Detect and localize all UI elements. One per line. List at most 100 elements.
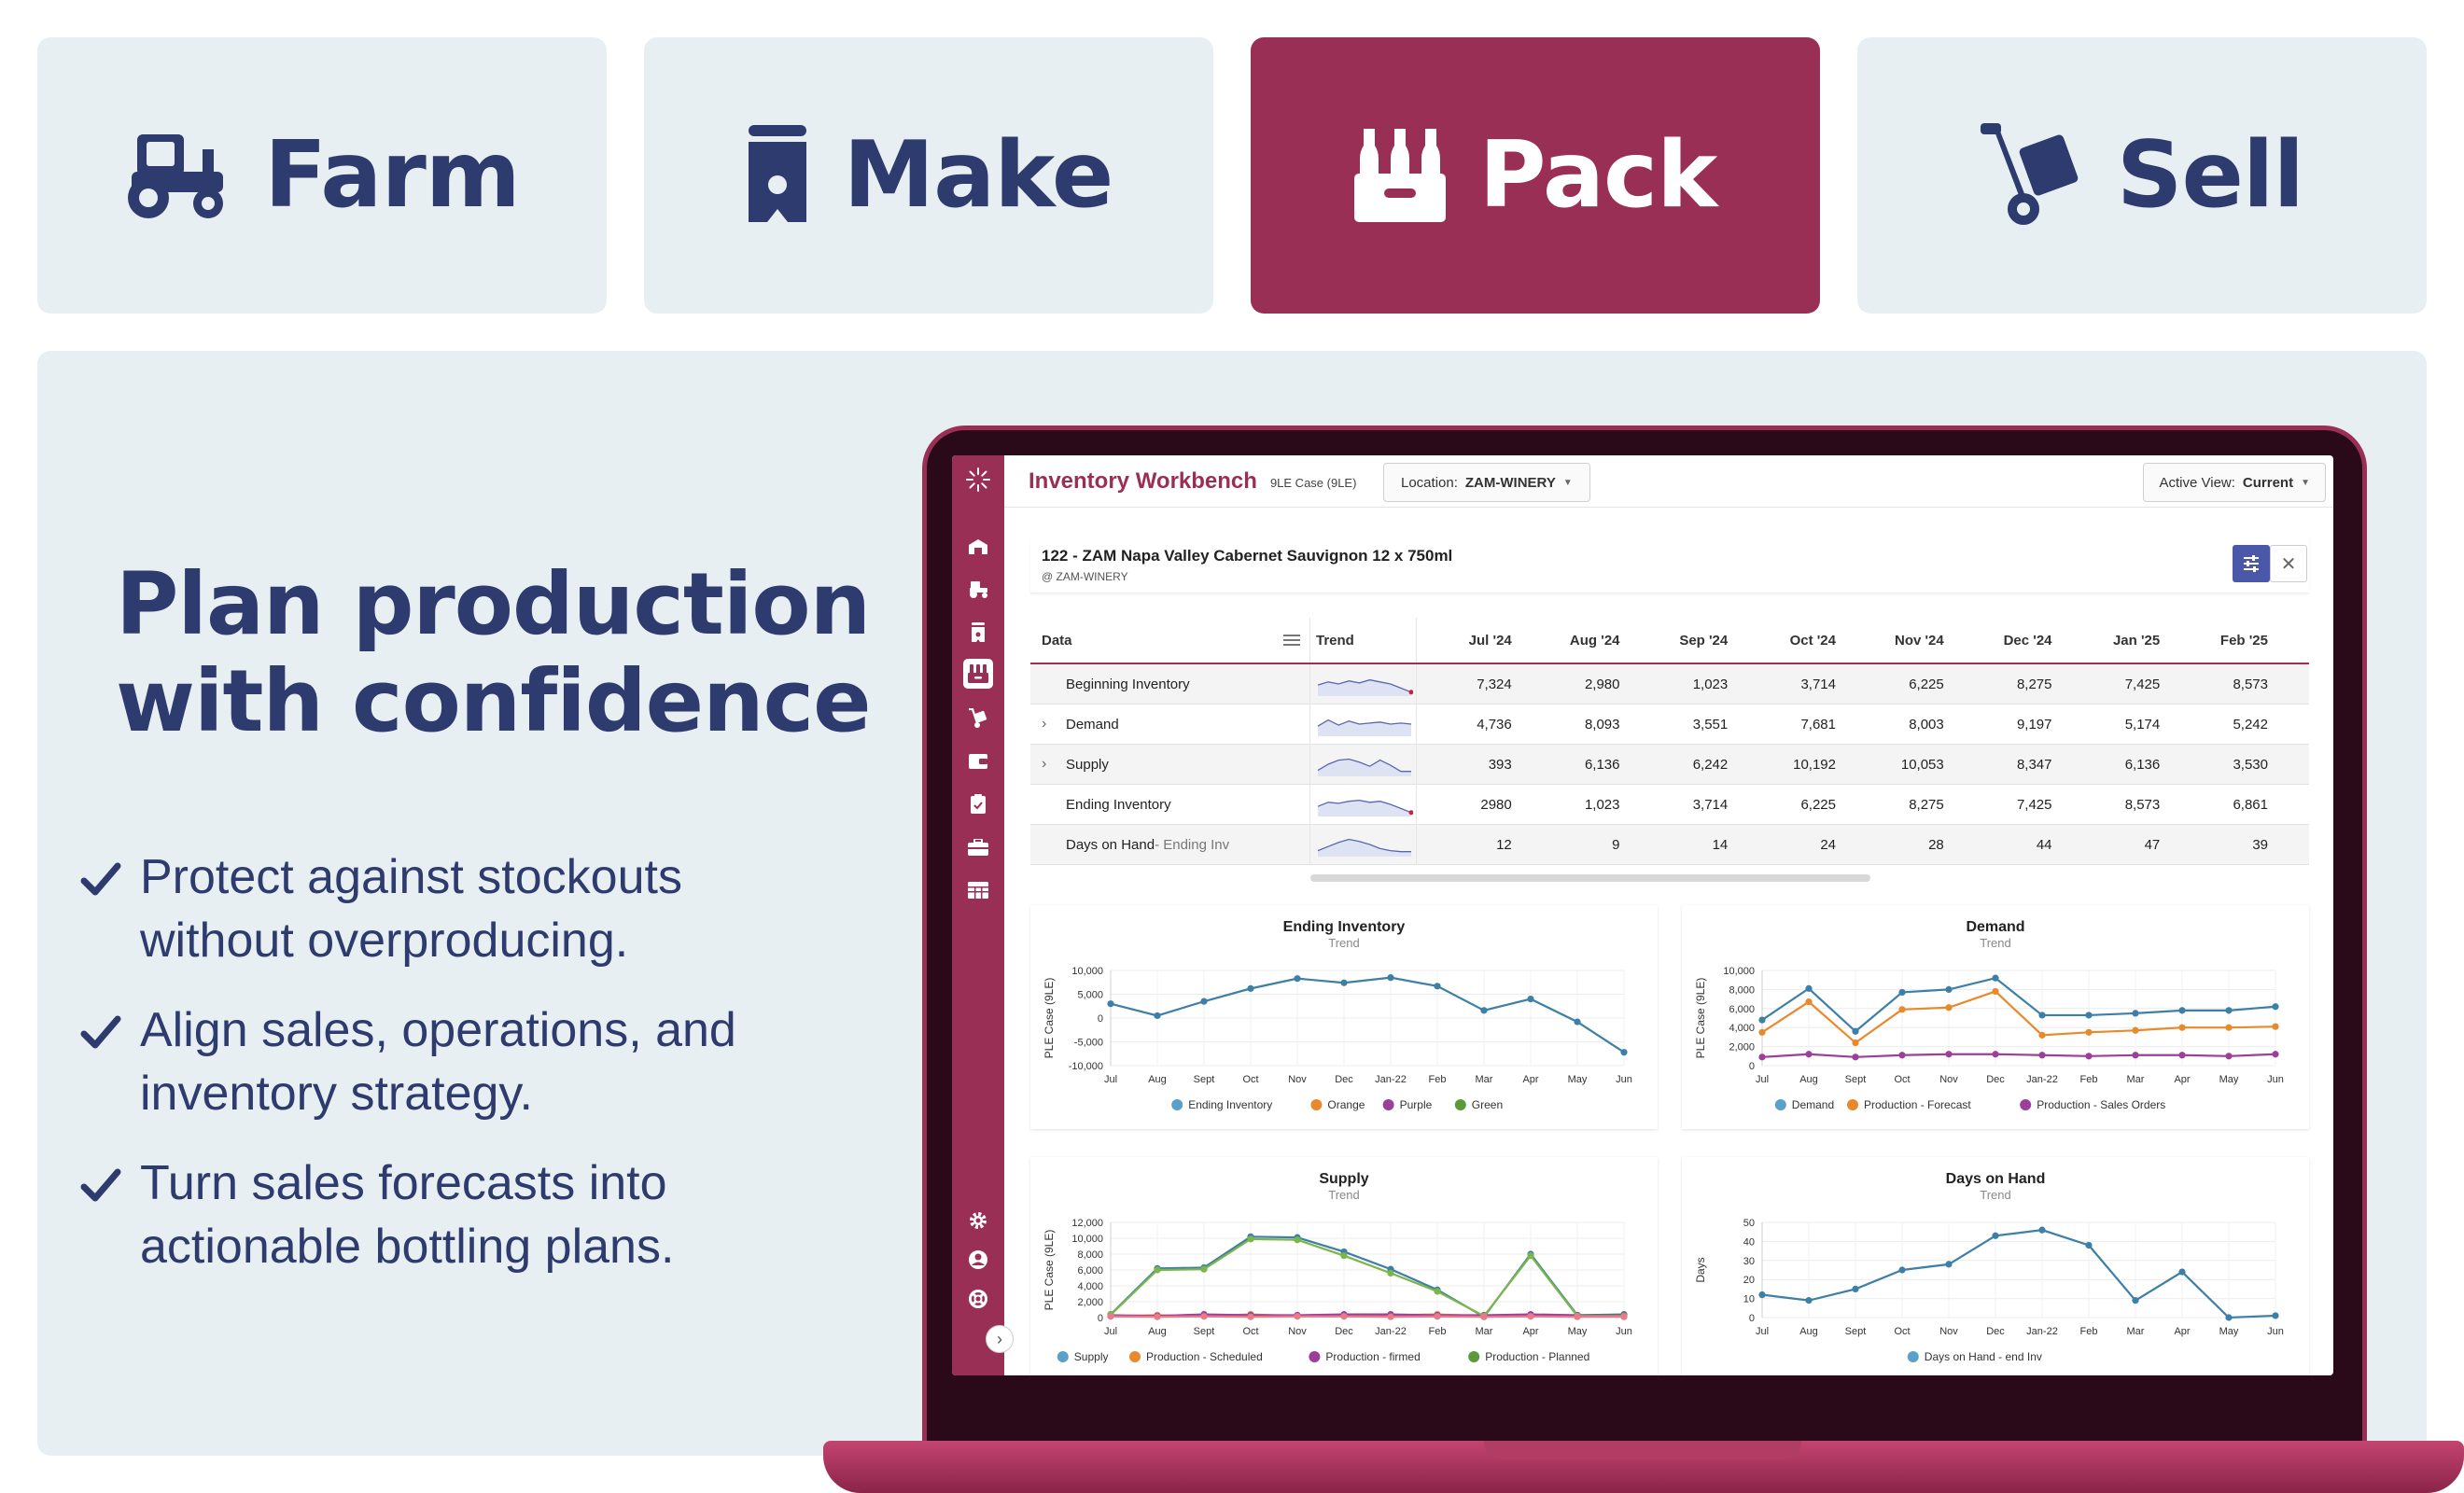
- data-point[interactable]: [1852, 1285, 1859, 1292]
- legend-label[interactable]: Production - Planned: [1485, 1350, 1589, 1363]
- legend-label[interactable]: Ending Inventory: [1188, 1098, 1272, 1111]
- data-point[interactable]: [1434, 1313, 1441, 1320]
- data-point[interactable]: [1200, 998, 1208, 1005]
- data-point[interactable]: [1247, 1235, 1254, 1243]
- data-point[interactable]: [1898, 1006, 1906, 1013]
- data-point[interactable]: [2178, 1024, 2186, 1031]
- value-cell[interactable]: 44: [2036, 836, 2052, 853]
- value-cell[interactable]: 3,530: [2233, 756, 2268, 773]
- data-point[interactable]: [1294, 1236, 1301, 1244]
- data-point[interactable]: [2085, 1012, 2093, 1019]
- data-point[interactable]: [2178, 1007, 2186, 1014]
- value-cell[interactable]: 14: [1712, 836, 1729, 853]
- value-cell[interactable]: 1,023: [1584, 796, 1620, 813]
- expand-chevron-icon[interactable]: ›: [1042, 716, 1047, 732]
- data-point[interactable]: [2038, 1226, 2046, 1234]
- location-select[interactable]: Location: ZAM-WINERY ▼: [1383, 463, 1590, 502]
- value-cell[interactable]: 8,275: [1909, 796, 1944, 813]
- legend-swatch[interactable]: [2020, 1099, 2032, 1110]
- value-cell[interactable]: 8,275: [2016, 676, 2052, 692]
- data-point[interactable]: [2272, 1051, 2279, 1058]
- winery-icon[interactable]: [963, 532, 993, 562]
- legend-label[interactable]: Purple: [1400, 1098, 1433, 1111]
- column-header-trend[interactable]: Trend: [1310, 618, 1417, 663]
- legend-label[interactable]: Production - Forecast: [1864, 1098, 1971, 1111]
- menu-icon[interactable]: [1283, 634, 1300, 647]
- data-point[interactable]: [1758, 1016, 1766, 1024]
- value-cell[interactable]: 3,714: [1800, 676, 1836, 692]
- value-cell[interactable]: 12: [1496, 836, 1512, 853]
- value-cell[interactable]: 39: [2252, 836, 2268, 853]
- value-cell[interactable]: 9,197: [2016, 716, 2052, 733]
- data-point[interactable]: [1945, 1004, 1953, 1012]
- value-cell[interactable]: 3,714: [1692, 796, 1729, 813]
- tab-farm[interactable]: Farm: [37, 37, 607, 314]
- close-button[interactable]: ✕: [2270, 545, 2307, 582]
- legend-label[interactable]: Days on Hand - end Inv: [1925, 1350, 2042, 1363]
- table-row[interactable]: Beginning Inventory 7,324 2,980 1,023 3,714 6…: [1030, 664, 2309, 705]
- data-point[interactable]: [1387, 1269, 1394, 1277]
- table-icon[interactable]: [963, 875, 993, 905]
- data-point[interactable]: [1527, 1252, 1534, 1260]
- data-point[interactable]: [1434, 1288, 1441, 1295]
- data-point[interactable]: [2272, 1023, 2279, 1030]
- value-cell[interactable]: 8,347: [2016, 756, 2052, 773]
- data-point[interactable]: [2038, 1052, 2046, 1059]
- value-cell[interactable]: 7,681: [1800, 716, 1836, 733]
- value-cell[interactable]: 10,192: [1793, 756, 1836, 773]
- data-point[interactable]: [2085, 1028, 2093, 1036]
- column-header-data[interactable]: Data: [1030, 618, 1310, 663]
- value-cell[interactable]: 7,425: [2016, 796, 2052, 813]
- gear-icon[interactable]: [963, 1206, 993, 1235]
- data-point[interactable]: [2132, 1010, 2139, 1017]
- data-point[interactable]: [1898, 1266, 1906, 1274]
- data-point[interactable]: [2225, 1314, 2233, 1321]
- value-cell[interactable]: 24: [1820, 836, 1836, 853]
- expand-chevron-icon[interactable]: ›: [1042, 756, 1047, 772]
- legend-label[interactable]: Supply: [1074, 1350, 1109, 1363]
- bottles-crate-icon[interactable]: [963, 659, 993, 689]
- data-point[interactable]: [1480, 1313, 1488, 1320]
- data-point[interactable]: [1945, 1051, 1953, 1058]
- data-point[interactable]: [1758, 1028, 1766, 1036]
- data-point[interactable]: [1852, 1053, 1859, 1061]
- data-point[interactable]: [1107, 1313, 1114, 1320]
- data-point[interactable]: [1247, 1313, 1254, 1320]
- data-point[interactable]: [1574, 1313, 1581, 1320]
- hand-truck-icon[interactable]: [963, 704, 993, 733]
- legend-swatch[interactable]: [1774, 1099, 1786, 1110]
- value-cell[interactable]: 6,225: [1800, 796, 1836, 813]
- column-header-month[interactable]: Dec '24: [2003, 632, 2052, 649]
- column-header-month[interactable]: Aug '24: [1569, 632, 1620, 649]
- legend-label[interactable]: Production - Scheduled: [1146, 1350, 1263, 1363]
- legend-swatch[interactable]: [1057, 1351, 1069, 1362]
- data-point[interactable]: [1387, 1313, 1394, 1320]
- legend-label[interactable]: Green: [1472, 1098, 1503, 1111]
- lifebuoy-icon[interactable]: [963, 1284, 993, 1314]
- data-point[interactable]: [1200, 1313, 1208, 1320]
- legend-label[interactable]: Demand: [1792, 1098, 1834, 1111]
- toolbox-icon[interactable]: [963, 832, 993, 862]
- value-cell[interactable]: 28: [1928, 836, 1944, 853]
- data-point[interactable]: [1852, 1039, 1859, 1047]
- data-point[interactable]: [1898, 988, 1906, 997]
- legend-swatch[interactable]: [1468, 1351, 1480, 1362]
- data-point[interactable]: [1340, 1313, 1348, 1320]
- value-cell[interactable]: 393: [1488, 756, 1512, 773]
- data-point[interactable]: [2085, 1241, 2093, 1249]
- value-cell[interactable]: 6,861: [2233, 796, 2268, 813]
- value-cell[interactable]: 9: [1612, 836, 1620, 853]
- column-header-month[interactable]: Jul '24: [1468, 632, 1512, 649]
- data-point[interactable]: [2132, 1026, 2139, 1034]
- data-point[interactable]: [1898, 1052, 1906, 1059]
- column-header-month[interactable]: Oct '24: [1789, 632, 1836, 649]
- settings-button[interactable]: [2233, 545, 2270, 582]
- data-point[interactable]: [2272, 1003, 2279, 1011]
- data-point[interactable]: [1805, 984, 1813, 992]
- value-cell[interactable]: 1,023: [1692, 676, 1729, 692]
- data-point[interactable]: [2178, 1268, 2186, 1276]
- tank-icon[interactable]: [963, 618, 993, 648]
- column-header-month[interactable]: Sep '24: [1679, 632, 1729, 649]
- data-point[interactable]: [2132, 1297, 2139, 1305]
- value-cell[interactable]: 47: [2144, 836, 2161, 853]
